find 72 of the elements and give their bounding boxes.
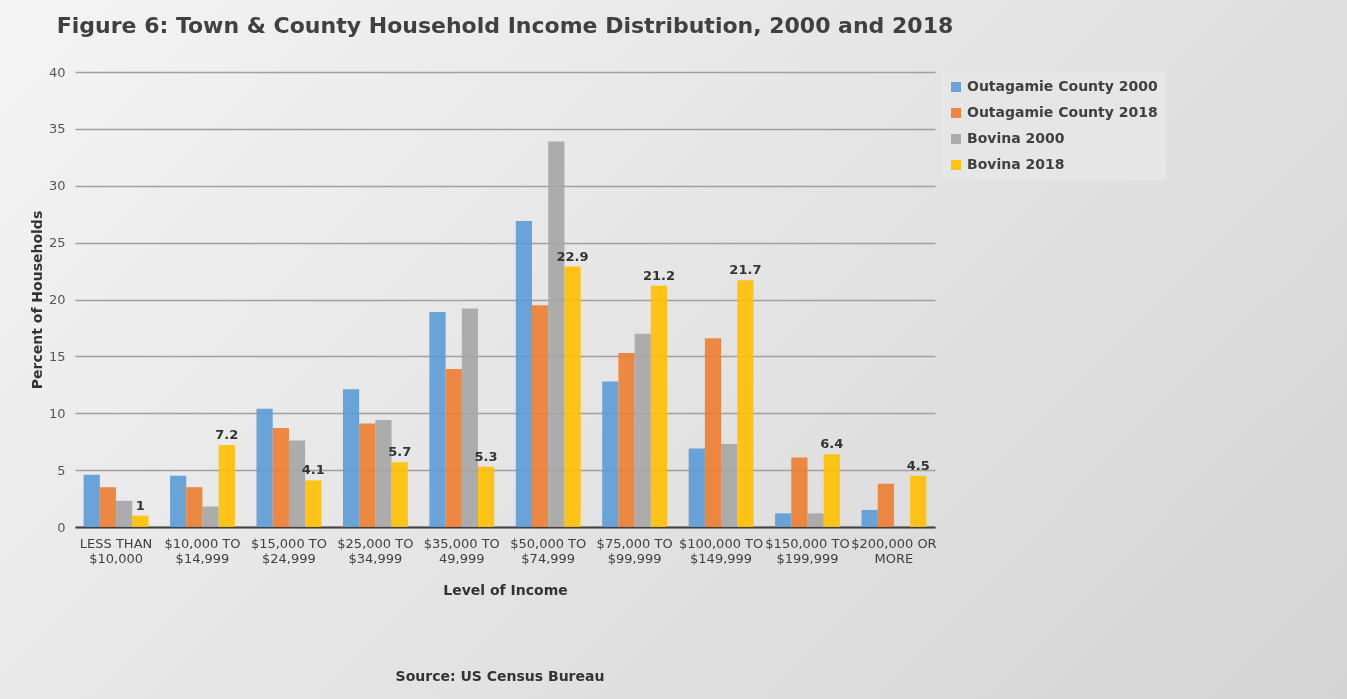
y-tick-label: 0 — [57, 519, 66, 535]
bar — [218, 445, 235, 527]
x-tick-label: $25,000 TO $34,999 — [337, 535, 414, 566]
y-tick-label: 25 — [48, 235, 66, 251]
data-label: 5.3 — [474, 448, 498, 464]
bar — [477, 466, 495, 527]
bar — [823, 454, 840, 527]
x-tick-label: $15,000 TO $24,999 — [250, 535, 327, 566]
bar — [650, 285, 668, 527]
data-label: 4.5 — [906, 457, 930, 473]
bar — [721, 443, 738, 527]
bar — [305, 480, 322, 527]
data-label: 21.2 — [642, 267, 675, 283]
data-label: 4.1 — [301, 462, 325, 478]
bar — [186, 487, 203, 527]
chart-title: Figure 6: Town & County Household Income Distribution, 2000 and 2018 — [56, 13, 954, 38]
data-label: 1 — [135, 497, 145, 513]
bar — [202, 506, 219, 527]
bar — [83, 474, 100, 527]
y-tick-label: 5 — [57, 462, 66, 478]
x-tick-label: $35,000 TO 49,999 — [423, 535, 500, 566]
x-tick-label: $75,000 TO $99,999 — [596, 535, 673, 566]
data-label: 22.9 — [556, 248, 589, 264]
bar — [170, 475, 187, 527]
bar — [132, 515, 149, 527]
x-tick-label: $50,000 TO $74,999 — [510, 535, 587, 566]
y-tick-label: 15 — [48, 348, 66, 364]
x-tick-label: $150,000 TO $199,999 — [765, 535, 850, 566]
y-tick-label: 30 — [48, 178, 66, 194]
bar — [116, 500, 133, 527]
x-tick-label: $10,000 TO $14,999 — [164, 535, 241, 566]
bar — [342, 389, 360, 527]
x-tick-label: $100,000 TO $149,999 — [678, 535, 764, 566]
legend-label: Bovina 2000 — [967, 130, 1065, 146]
bar — [359, 423, 376, 527]
y-tick-label: 40 — [48, 64, 66, 80]
source-note: Source: US Census Bureau — [394, 668, 606, 684]
bar — [634, 333, 651, 527]
legend-label: Outagamie County 2000 — [967, 78, 1158, 94]
bar — [877, 483, 894, 527]
x-tick-label: $200,000 OR MORE — [851, 535, 937, 566]
bar — [861, 509, 878, 527]
x-tick-label: LESS THAN $10,000 — [79, 535, 153, 566]
bar — [704, 338, 722, 527]
bar — [445, 368, 462, 527]
bar — [688, 448, 705, 527]
bar — [99, 487, 117, 527]
data-label: 7.2 — [215, 427, 239, 443]
bar — [272, 428, 289, 527]
legend-label: Bovina 2018 — [967, 156, 1065, 172]
bar — [910, 475, 927, 527]
legend-label: Outagamie County 2018 — [967, 104, 1158, 120]
bar — [429, 312, 446, 527]
bar — [618, 352, 635, 527]
y-tick-label: 20 — [48, 292, 66, 307]
y-axis-title: Percent of Households — [28, 210, 45, 390]
y-tick-label: 10 — [48, 405, 66, 421]
bar — [515, 221, 533, 527]
x-axis-title: Level of Income — [443, 581, 568, 598]
bar — [775, 513, 792, 527]
bar — [256, 408, 273, 527]
bar — [807, 513, 824, 527]
bar — [532, 305, 549, 527]
bar — [791, 457, 808, 527]
data-label: 21.7 — [729, 262, 762, 278]
data-label: 5.7 — [388, 444, 412, 460]
bar — [391, 462, 408, 527]
y-tick-label: 35 — [48, 121, 66, 137]
bar — [602, 381, 619, 527]
data-label: 6.4 — [820, 436, 844, 452]
bar — [564, 266, 581, 527]
bar — [737, 280, 754, 527]
